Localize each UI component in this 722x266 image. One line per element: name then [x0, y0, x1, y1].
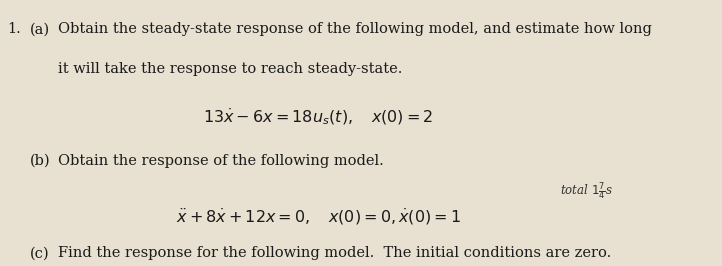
- Text: (b): (b): [30, 154, 51, 168]
- Text: it will take the response to reach steady-state.: it will take the response to reach stead…: [58, 62, 403, 76]
- Text: (a): (a): [30, 22, 50, 36]
- Text: 1.: 1.: [8, 22, 22, 36]
- Text: Obtain the response of the following model.: Obtain the response of the following mod…: [58, 154, 384, 168]
- Text: Find the response for the following model.  The initial conditions are zero.: Find the response for the following mode…: [58, 246, 612, 260]
- Text: total $1\frac{7}{4}$s: total $1\frac{7}{4}$s: [560, 180, 612, 202]
- Text: $13\dot{x} - 6x = 18u_s(t), \quad x(0) = 2$: $13\dot{x} - 6x = 18u_s(t), \quad x(0) =…: [204, 107, 434, 127]
- Text: (c): (c): [30, 246, 50, 260]
- Text: Obtain the steady-state response of the following model, and estimate how long: Obtain the steady-state response of the …: [58, 22, 653, 36]
- Text: $\ddot{x} + 8\dot{x} + 12x = 0, \quad x(0) = 0, \dot{x}(0) = 1$: $\ddot{x} + 8\dot{x} + 12x = 0, \quad x(…: [176, 207, 461, 227]
